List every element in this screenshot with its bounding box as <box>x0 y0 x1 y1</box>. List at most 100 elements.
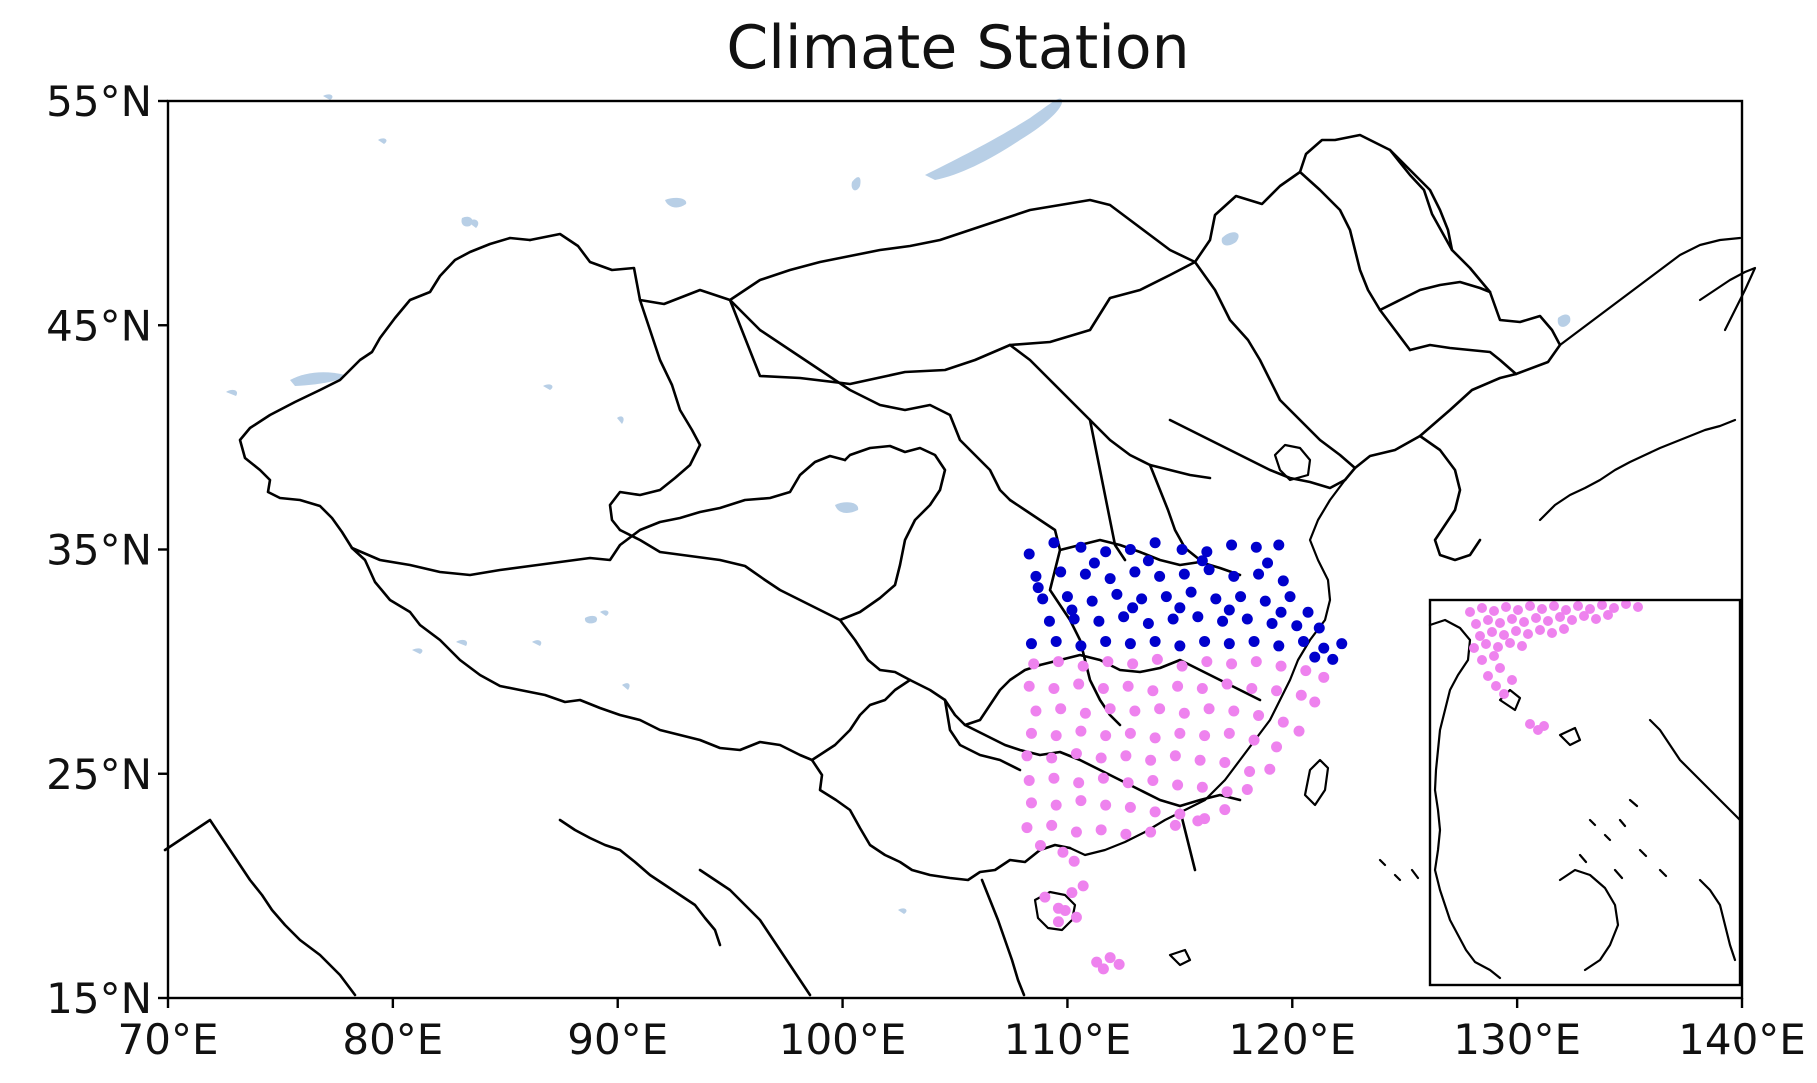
inset-station-point <box>1483 615 1493 625</box>
main-map-area <box>163 94 1757 997</box>
south-station-point <box>1077 880 1089 892</box>
y-tick-label: 15°N <box>46 974 152 1023</box>
y-tick-label: 55°N <box>46 77 152 126</box>
south-station-point <box>1104 703 1116 715</box>
south-station-point <box>1277 716 1289 728</box>
north-station-point <box>1100 635 1112 647</box>
south-station-point <box>1199 730 1211 742</box>
ocean-islands <box>1168 858 1420 967</box>
inset-station-point <box>1535 625 1545 635</box>
south-station-point <box>1050 730 1062 742</box>
south-station-point <box>1124 801 1136 813</box>
south-station-point <box>1021 750 1033 762</box>
south-station-point <box>1127 658 1139 670</box>
inset-station-point <box>1561 605 1571 615</box>
north-station-point <box>1075 541 1087 553</box>
inset-station-point <box>1481 639 1491 649</box>
north-station-point <box>1023 548 1035 560</box>
south-station-point <box>1226 658 1238 670</box>
inset-station-point <box>1517 641 1527 651</box>
myanmar <box>698 868 812 997</box>
inset-station-point <box>1567 615 1577 625</box>
north-station-point <box>1111 588 1123 600</box>
xinjiang-west <box>238 236 532 550</box>
south-station-point <box>1066 887 1078 899</box>
south-station-point <box>1149 806 1161 818</box>
south-station-point <box>1122 777 1134 789</box>
north-station-point <box>1088 557 1100 569</box>
south-station-point <box>1048 772 1060 784</box>
south-station-point <box>1246 683 1258 695</box>
inset-station-point <box>1519 617 1529 627</box>
north-station-point <box>1241 613 1253 625</box>
south-station-point <box>1120 828 1132 840</box>
x-tick-label: 120°E <box>1228 1015 1356 1064</box>
south-station-point <box>1097 963 1109 975</box>
lake-khanka <box>1557 314 1571 327</box>
south-station-point <box>1095 824 1107 836</box>
north-station-point <box>1248 635 1260 647</box>
south-station-point <box>1046 819 1058 831</box>
south-station-point <box>1023 680 1035 692</box>
south-station-point <box>1271 741 1283 753</box>
korea <box>1418 434 1482 562</box>
south-station-point <box>1309 696 1321 708</box>
south-station-point <box>1149 732 1161 744</box>
south-station-point <box>1070 911 1082 923</box>
inset-philippines <box>1648 718 1742 822</box>
south-station-point <box>1046 752 1058 764</box>
sichuan <box>838 618 1042 727</box>
north-stations-group <box>1023 537 1348 665</box>
north-station-point <box>1309 651 1321 663</box>
south-station-point <box>1075 795 1087 807</box>
north-station-point <box>1201 546 1213 558</box>
south-station-point <box>1318 671 1330 683</box>
y-tick-label: 25°N <box>46 750 152 799</box>
inset-station-point <box>1489 651 1499 661</box>
inset-station-point <box>1477 655 1487 665</box>
inset-station-point <box>1525 601 1535 611</box>
inset-china-coast <box>1428 618 1502 980</box>
north-station-point <box>1327 653 1339 665</box>
gansu-neimeng <box>728 298 1012 502</box>
xinjiang-tibet <box>350 454 847 577</box>
inset-station-point <box>1633 602 1643 612</box>
north-station-point <box>1203 564 1215 576</box>
north-station-point <box>1291 620 1303 632</box>
south-station-point <box>1034 840 1046 852</box>
south-station-point <box>1196 683 1208 695</box>
north-station-point <box>1318 642 1330 654</box>
south-station-point <box>1030 705 1042 717</box>
south-station-point <box>1100 730 1112 742</box>
lake-small-5 <box>898 908 907 914</box>
map-title: Climate Station <box>726 13 1189 83</box>
inset-station-point <box>1491 681 1501 691</box>
inset-island-2 <box>1558 726 1582 747</box>
north-station-point <box>1061 591 1073 603</box>
south-station-point <box>1300 665 1312 677</box>
south-station-point <box>1073 678 1085 690</box>
south-station-point <box>1221 786 1233 798</box>
south-station-point <box>1154 703 1166 715</box>
north-station-point <box>1129 566 1141 578</box>
south-station-point <box>1293 725 1305 737</box>
north-station-point <box>1124 544 1136 555</box>
south-station-point <box>1052 916 1064 928</box>
north-station-point <box>1226 539 1238 551</box>
north-station-point <box>1142 555 1154 567</box>
x-tick-label: 80°E <box>342 1015 443 1064</box>
north-station-point <box>1253 568 1265 580</box>
south-station-point <box>1129 705 1141 717</box>
inset-station-point <box>1499 630 1509 640</box>
south-station-point <box>1028 658 1040 670</box>
south-station-point <box>1095 752 1107 764</box>
south-station-point <box>1228 705 1240 717</box>
north-station-point <box>1118 611 1130 623</box>
inset-map <box>1428 598 1742 987</box>
north-station-point <box>1124 638 1136 650</box>
north-station-point <box>1273 539 1285 551</box>
lakes-layer <box>226 94 1571 914</box>
mongolia-south <box>728 198 1197 302</box>
inset-borneo <box>1558 868 1620 972</box>
